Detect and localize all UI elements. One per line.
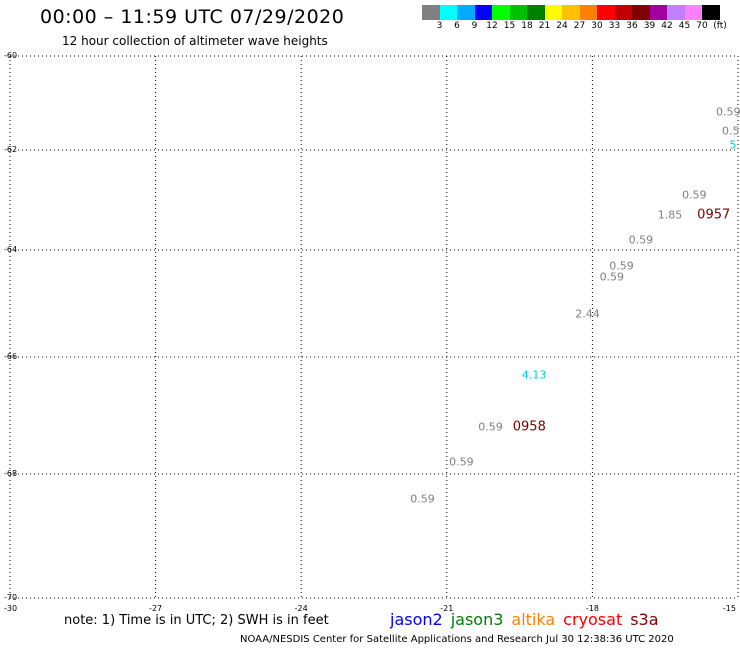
note-text: note: 1) Time is in UTC; 2) SWH is in fe… bbox=[64, 613, 329, 628]
graticule bbox=[9, 55, 739, 600]
track-time-label: 0958 bbox=[512, 419, 546, 435]
colorbar-swatch bbox=[527, 5, 545, 20]
swh-colorbar bbox=[422, 5, 720, 20]
colorbar-tick-label: 39 bbox=[643, 21, 656, 31]
colorbar-swatch bbox=[597, 5, 615, 20]
colorbar-swatch bbox=[474, 5, 492, 20]
legend-item-altika: altika bbox=[511, 610, 556, 629]
colorbar-swatch bbox=[544, 5, 562, 20]
wave-height-value: 0.59 bbox=[682, 188, 707, 202]
colorbar-tick-label: 42 bbox=[661, 21, 673, 31]
colorbar-tick-label: 3 bbox=[436, 21, 443, 31]
colorbar-tick-label: 45 bbox=[678, 21, 691, 31]
wave-height-value: 0.59 bbox=[478, 420, 503, 434]
latitude-label: -64 bbox=[4, 245, 18, 254]
legend-item-jason2: jason2 bbox=[390, 610, 443, 629]
latitude-label: -68 bbox=[4, 469, 18, 478]
wave-height-value: 4.13 bbox=[521, 368, 547, 382]
colorbar-tick-label: 30 bbox=[591, 21, 603, 31]
wave-height-value: 0.59 bbox=[449, 455, 474, 469]
colorbar-swatch bbox=[649, 5, 667, 20]
latitude-label: -62 bbox=[4, 145, 18, 154]
longitude-label: -21 bbox=[440, 604, 454, 613]
wave-height-value: 0.59 bbox=[609, 259, 634, 273]
colorbar-tick-label: 70 bbox=[696, 21, 708, 31]
longitude-label: -18 bbox=[585, 604, 599, 613]
colorbar-tick-label: 9 bbox=[471, 21, 478, 31]
colorbar-swatch bbox=[562, 5, 580, 20]
longitude-label: -24 bbox=[294, 604, 308, 613]
wave-height-value: 0.59 bbox=[628, 233, 654, 247]
colorbar-swatch bbox=[632, 5, 650, 20]
colorbar-swatch bbox=[439, 5, 457, 20]
wave-height-value: 0.59 bbox=[410, 492, 435, 506]
colorbar-swatch bbox=[702, 5, 720, 20]
colorbar-swatch bbox=[422, 5, 440, 20]
colorbar-swatch bbox=[684, 5, 702, 20]
longitude-label: -15 bbox=[722, 604, 736, 613]
colorbar-swatch bbox=[509, 5, 527, 20]
latitude-label: -66 bbox=[4, 352, 18, 361]
colorbar-swatch bbox=[492, 5, 510, 20]
wave-height-value: 5 bbox=[729, 138, 737, 152]
satellite-legend: jason2 jason3 altika cryosat s3a bbox=[390, 610, 667, 629]
legend-item-s3a: s3a bbox=[630, 610, 659, 629]
colorbar-tick-label: 27 bbox=[573, 21, 586, 31]
colorbar-swatch bbox=[579, 5, 597, 20]
colorbar-tick-label: 12 bbox=[486, 21, 498, 31]
wave-height-value: 1.85 bbox=[657, 208, 683, 222]
colorbar-tick-label: 6 bbox=[454, 21, 460, 31]
colorbar-unit: (ft) bbox=[713, 21, 727, 31]
wave-height-value: 2.44 bbox=[575, 307, 600, 321]
colorbar-tick-label: 18 bbox=[521, 21, 533, 31]
colorbar-tick-label: 24 bbox=[556, 21, 568, 31]
colorbar-tick-label: 33 bbox=[608, 21, 621, 31]
wave-height-value: 0.5 bbox=[721, 124, 740, 138]
legend-item-jason3: jason3 bbox=[450, 610, 504, 629]
colorbar-swatch bbox=[457, 5, 475, 20]
wave-height-value: 0.59 bbox=[599, 270, 625, 284]
colorbar-tick-label: 36 bbox=[626, 21, 638, 31]
footer-credit: NOAA/NESDIS Center for Satellite Applica… bbox=[240, 634, 674, 645]
map-subtitle: 12 hour collection of altimeter wave hei… bbox=[62, 34, 328, 48]
wave-height-value: 0.59 bbox=[716, 105, 740, 119]
colorbar-swatch bbox=[667, 5, 685, 20]
colorbar-swatch bbox=[614, 5, 632, 20]
wave-height-map bbox=[0, 52, 740, 605]
latitude-label: -60 bbox=[4, 51, 18, 60]
longitude-label: -27 bbox=[149, 604, 163, 613]
track-time-label: 0957 bbox=[697, 207, 731, 223]
map-title: 00:00 – 11:59 UTC 07/29/2020 bbox=[40, 6, 345, 28]
colorbar-tick-label: 15 bbox=[503, 21, 516, 31]
longitude-label: -30 bbox=[4, 604, 18, 613]
latitude-label: -70 bbox=[4, 593, 18, 602]
colorbar-tick-label: 21 bbox=[538, 21, 551, 31]
legend-item-cryosat: cryosat bbox=[563, 610, 623, 629]
